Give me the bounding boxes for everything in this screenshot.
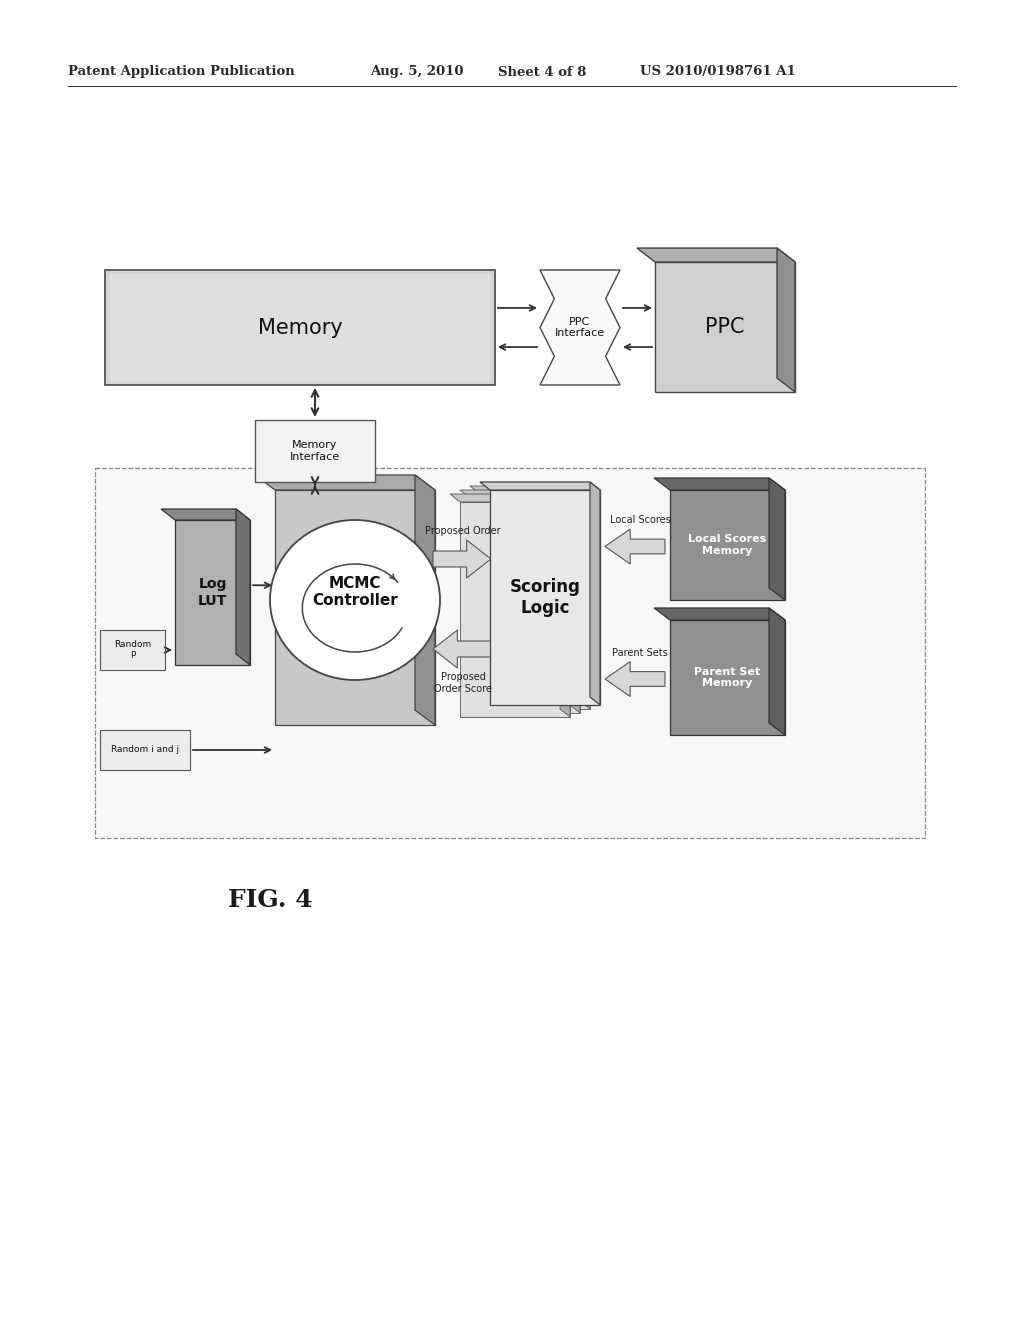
Text: PPC: PPC — [706, 317, 744, 337]
Text: FIG. 4: FIG. 4 — [227, 888, 312, 912]
Polygon shape — [460, 490, 580, 498]
Polygon shape — [433, 540, 490, 578]
Text: Local Scores
Memory: Local Scores Memory — [688, 535, 767, 556]
Polygon shape — [433, 630, 490, 668]
Text: Local Scores: Local Scores — [609, 515, 671, 525]
Polygon shape — [590, 482, 600, 705]
Text: Parent Set
Memory: Parent Set Memory — [694, 667, 761, 688]
Bar — [95, 469, 925, 838]
Polygon shape — [670, 620, 785, 735]
Bar — [100, 630, 165, 671]
Polygon shape — [654, 478, 785, 490]
Polygon shape — [470, 498, 580, 713]
Text: Parent Sets: Parent Sets — [612, 648, 668, 657]
Text: Sheet 4 of 8: Sheet 4 of 8 — [498, 66, 587, 78]
Text: Scoring
Logic: Scoring Logic — [510, 578, 581, 616]
Polygon shape — [255, 475, 435, 490]
Polygon shape — [580, 486, 590, 709]
Polygon shape — [236, 510, 250, 665]
Bar — [105, 271, 495, 385]
Polygon shape — [654, 609, 785, 620]
Text: Random
P: Random P — [114, 640, 152, 660]
Polygon shape — [460, 502, 570, 717]
Text: PPC
Interface: PPC Interface — [555, 317, 605, 338]
Polygon shape — [777, 248, 795, 392]
Ellipse shape — [270, 520, 440, 680]
Text: Proposed Order: Proposed Order — [425, 525, 501, 536]
Text: Patent Application Publication: Patent Application Publication — [68, 66, 295, 78]
Text: Aug. 5, 2010: Aug. 5, 2010 — [370, 66, 464, 78]
Polygon shape — [570, 490, 580, 713]
Polygon shape — [450, 494, 570, 502]
Text: Memory
Interface: Memory Interface — [290, 440, 340, 462]
Polygon shape — [560, 494, 570, 717]
Polygon shape — [275, 490, 435, 725]
Polygon shape — [415, 475, 435, 725]
Polygon shape — [480, 482, 600, 490]
Bar — [255, 420, 375, 482]
Polygon shape — [605, 661, 665, 697]
Polygon shape — [161, 510, 250, 520]
Text: US 2010/0198761 A1: US 2010/0198761 A1 — [640, 66, 796, 78]
Text: Log
LUT: Log LUT — [198, 577, 227, 607]
Polygon shape — [470, 486, 590, 494]
Text: Proposed
Order Score: Proposed Order Score — [434, 672, 492, 693]
Text: Random i and j: Random i and j — [111, 746, 179, 755]
Bar — [109, 275, 490, 381]
Polygon shape — [637, 248, 795, 261]
Bar — [100, 730, 190, 770]
Text: MCMC
Controller: MCMC Controller — [312, 576, 398, 609]
Polygon shape — [175, 520, 250, 665]
Text: Memory: Memory — [258, 318, 342, 338]
Polygon shape — [540, 271, 620, 385]
Polygon shape — [670, 490, 785, 601]
Polygon shape — [490, 490, 600, 705]
Polygon shape — [605, 529, 665, 564]
Polygon shape — [769, 478, 785, 601]
Polygon shape — [769, 609, 785, 735]
Polygon shape — [480, 494, 590, 709]
Polygon shape — [655, 261, 795, 392]
